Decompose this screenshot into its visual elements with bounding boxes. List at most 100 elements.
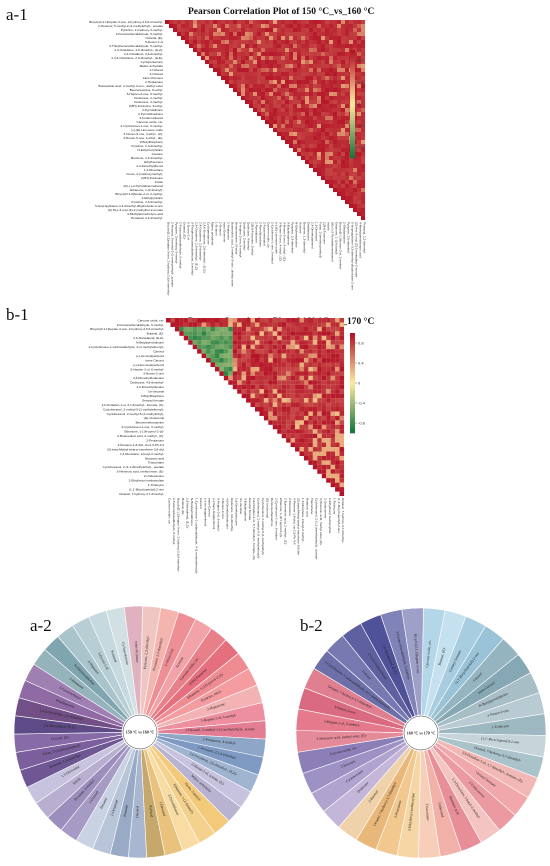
- row-label: (+)-(E)-Limonene oxide: [131, 128, 163, 132]
- heatmap-cell: [330, 407, 336, 412]
- heatmap-cell: [326, 344, 331, 350]
- row-label: Pentanal, 2,2-dimethyl-: [131, 216, 163, 220]
- heatmap-cell: [317, 460, 322, 465]
- heatmap-cell: [309, 44, 314, 49]
- heatmap-cell: [308, 380, 313, 385]
- column-label: 4-Methylaminobutyric acid: [358, 222, 362, 258]
- heatmap-cell: [305, 148, 310, 153]
- heatmap-cell: [335, 407, 340, 412]
- heatmap-cell: [299, 389, 304, 394]
- heatmap-cell: [305, 124, 310, 129]
- colorbar-step: [350, 50, 355, 53]
- row-label: Dodecane, 4-methyl-: [134, 100, 163, 104]
- heatmap-cell: [321, 362, 327, 367]
- heatmap-cell: [241, 96, 246, 101]
- heatmap-cell: [273, 104, 278, 109]
- heatmap-cell: [326, 335, 331, 341]
- heatmap-cell: [232, 362, 238, 367]
- heatmap-cell: [329, 56, 334, 61]
- colorbar-step: [350, 128, 355, 132]
- heatmap-cell: [293, 116, 298, 121]
- heatmap-cell: [361, 40, 366, 45]
- sector-label: 2-Octanone: [110, 799, 119, 817]
- heatmap-cell: [312, 375, 318, 381]
- heatmap-cell: [241, 375, 247, 381]
- heatmap-cell: [313, 160, 318, 165]
- heatmap-cell: [201, 56, 206, 61]
- column-label: trans-Carveol: [208, 498, 212, 517]
- heatmap-cell: [317, 411, 322, 416]
- heatmap-cell: [326, 380, 331, 385]
- heatmap-cell: [233, 32, 238, 37]
- heatmap-cell: [268, 326, 273, 332]
- heatmap-cell: [209, 40, 214, 45]
- heatmap-cell: [321, 28, 326, 33]
- heatmap-cell: [293, 132, 298, 137]
- heatmap-cell: [309, 64, 314, 69]
- row-label: 2-Butenedioic acid, 2-methyl-, (Z)-: [117, 434, 164, 438]
- heatmap-cell: [305, 28, 310, 33]
- heatmap-cell: [281, 24, 286, 29]
- heatmap-cell: [326, 464, 331, 470]
- heatmap-cell: [261, 88, 266, 93]
- heatmap-cell: [219, 340, 224, 345]
- heatmap-cell: [253, 104, 258, 109]
- heatmap-cell: [339, 438, 345, 443]
- heatmap-cell: [313, 60, 318, 65]
- heatmap-cell: [317, 326, 322, 332]
- heatmap-cell: [317, 164, 322, 169]
- heatmap-cell: [361, 52, 366, 57]
- heatmap-cell: [313, 96, 318, 101]
- column-label: 2-Hexanol, 5-methyl-2-(1-methylethyl)-, …: [170, 222, 174, 287]
- colorbar-tick-label: 0: [358, 101, 361, 106]
- heatmap-cell: [312, 451, 318, 456]
- heatmap-cell: [179, 331, 184, 336]
- heatmap-cell: [329, 44, 334, 49]
- heatmap-cell: [290, 402, 296, 408]
- heatmap-cell: [337, 28, 342, 33]
- sector-label: 2-Butenal: [368, 790, 380, 804]
- heatmap-cell: [281, 136, 286, 141]
- colorbar-tick-label: 0: [358, 380, 361, 385]
- heatmap-cell: [339, 358, 345, 363]
- heatmap-cell: [335, 349, 340, 354]
- heatmap-cell: [269, 72, 274, 77]
- heatmap-cell: [232, 322, 238, 327]
- heatmap-cell: [301, 148, 306, 153]
- heatmap-cell: [265, 76, 270, 81]
- heatmap-cell: [241, 366, 247, 372]
- heatmap-cell: [303, 455, 309, 461]
- heatmap-cell: [285, 80, 290, 85]
- heatmap-cell: [237, 340, 242, 345]
- heatmap-cell: [277, 380, 282, 385]
- heatmap-cell: [357, 100, 362, 105]
- row-label: 2,4-Octadiene, 2,6-dimethyl-, (E,Z)-: [114, 48, 163, 52]
- heatmap-cell: [361, 36, 366, 41]
- heatmap-cell: [205, 32, 210, 37]
- heatmap-cell: [213, 68, 218, 73]
- heatmap-cell: [257, 36, 262, 41]
- heatmap-cell: [257, 112, 262, 117]
- heatmap-cell: [305, 68, 310, 73]
- heatmap-cell: [281, 108, 286, 113]
- heatmap-cell: [237, 335, 242, 341]
- heatmap-cell: [321, 20, 326, 25]
- heatmap-cell: [335, 442, 340, 448]
- heatmap-cell: [317, 464, 322, 470]
- heatmap-cell: [205, 36, 210, 41]
- heatmap-cell: [305, 40, 310, 45]
- heatmap-cell: [312, 398, 318, 403]
- heatmap-cell: [233, 56, 238, 61]
- heatmap-cell: [217, 44, 222, 49]
- heatmap-cell: [301, 56, 306, 61]
- heatmap-cell: [206, 344, 211, 350]
- heatmap-cell: [303, 398, 309, 403]
- heatmap-cell: [321, 32, 326, 37]
- heatmap-cell: [335, 344, 340, 350]
- heatmap-cell: [245, 32, 250, 37]
- heatmap-cell: [353, 72, 358, 77]
- heatmap-cell: [317, 358, 322, 363]
- heatmap-cell: [339, 384, 345, 390]
- heatmap-cell: [241, 64, 246, 69]
- heatmap-cell: [253, 24, 258, 29]
